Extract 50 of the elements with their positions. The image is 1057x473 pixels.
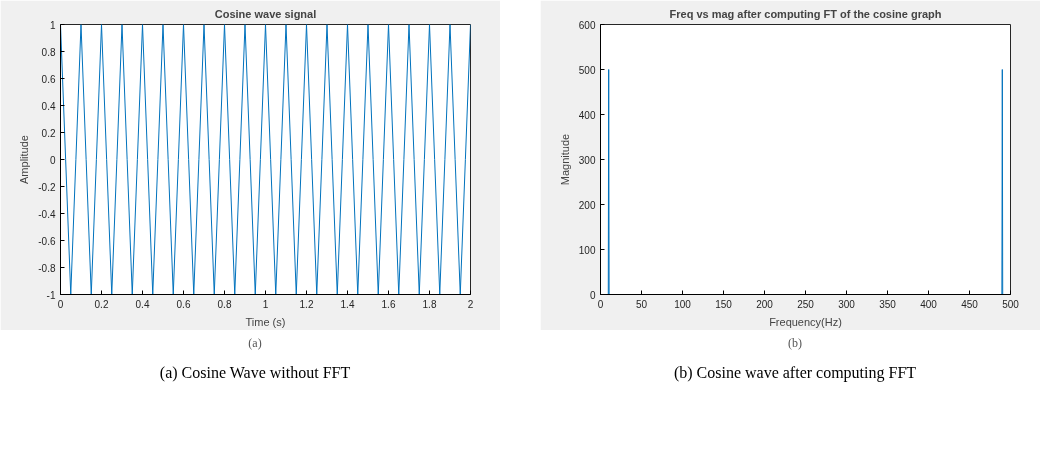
x-axis-title: Frequency(Hz) [769,315,842,328]
y-tick-label: 100 [578,244,596,256]
x-tick-label: 0.6 [176,298,191,310]
y-tick-label: 200 [578,199,596,211]
x-tick-label: 0 [597,298,604,310]
chart-title: Cosine wave signal [214,7,317,20]
y-tick-label: 0 [49,154,56,166]
x-tick-label: 100 [674,298,692,310]
x-tick-label: 1 [262,298,269,310]
x-tick-label: 500 [1002,298,1020,310]
x-tick-label: 450 [961,298,979,310]
x-tick-label: 150 [715,298,733,310]
y-axis-title: Amplitude [18,135,31,184]
chart-title: Freq vs mag after computing FT of the cosine graph [669,7,942,20]
x-tick-label: 250 [797,298,815,310]
x-tick-label: 200 [756,298,774,310]
x-tick-label: 300 [838,298,856,310]
y-tick-label: 0.8 [41,46,56,58]
y-tick-label: -0.8 [38,262,56,274]
text: (a) Cosine Wave without FFT [159,363,351,384]
y-tick-label: 1 [49,19,56,31]
y-tick-label: -0.6 [38,235,56,247]
x-tick-label: 1.8 [422,298,437,310]
x-tick-label: 50 [635,298,648,310]
x-tick-label: 350 [879,298,897,310]
x-tick-label: 400 [920,298,938,310]
x-tick-label: 2 [467,298,474,310]
text: (a) [248,335,262,352]
x-tick-label: 0.4 [135,298,150,310]
x-tick-label: 1.4 [340,298,355,310]
text: (b) [788,335,802,352]
x-tick-label: 1.2 [299,298,314,310]
y-tick-label: -0.4 [38,208,56,220]
x-tick-label: 0.2 [94,298,109,310]
y-tick-label: -0.2 [38,181,56,193]
x-tick-label: 0 [57,298,64,310]
y-tick-label: 300 [578,154,596,166]
x-tick-label: 1.6 [381,298,396,310]
y-tick-label: -1 [46,289,56,301]
y-tick-label: 400 [578,109,596,121]
x-axis-title: Time (s) [245,315,286,328]
y-tick-label: 0.2 [41,127,56,139]
y-tick-label: 0 [589,289,596,301]
y-tick-label: 600 [578,19,596,31]
y-axis-title: Magnitude [558,133,571,186]
y-tick-label: 0.6 [41,73,56,85]
y-tick-label: 500 [578,64,596,76]
text: (b) Cosine wave after computing FFT [673,363,917,384]
y-tick-label: 0.4 [41,100,56,112]
x-tick-label: 0.8 [217,298,232,310]
